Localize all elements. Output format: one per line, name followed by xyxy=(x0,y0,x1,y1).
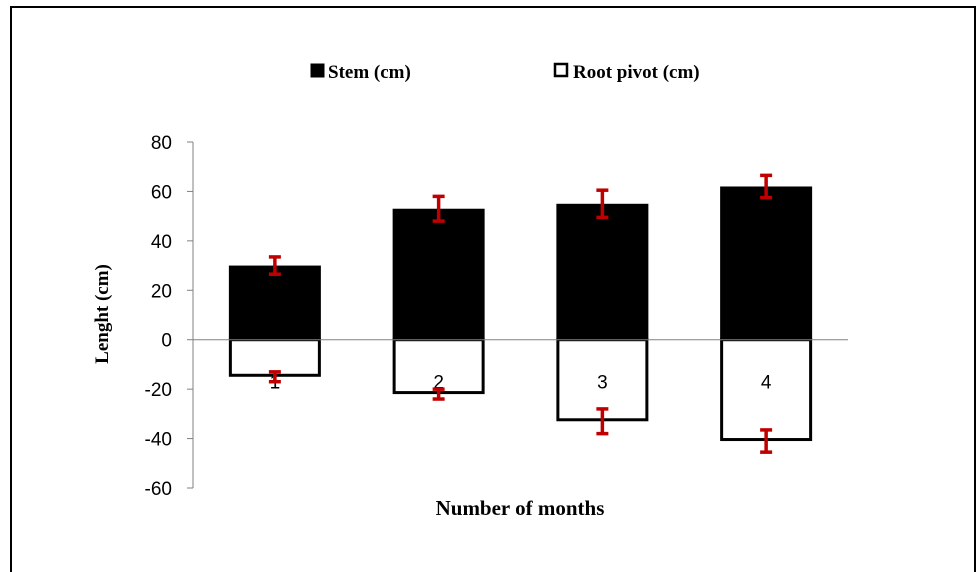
legend: Stem (cm) Root pivot (cm) xyxy=(310,62,700,83)
x-category-label: 2 xyxy=(433,373,444,394)
bar-stem-2 xyxy=(392,208,485,340)
legend-swatch-stem xyxy=(310,63,325,78)
x-category-labels: 1234 xyxy=(270,373,772,394)
legend-label-root: Root pivot (cm) xyxy=(573,62,700,83)
x-category-label: 4 xyxy=(761,373,772,394)
bars xyxy=(228,186,813,442)
bar-root-1 xyxy=(228,338,321,377)
legend-label-stem: Stem (cm) xyxy=(328,62,411,83)
y-tick-label: 80 xyxy=(151,133,172,154)
y-axis-title: Lenght (cm) xyxy=(92,264,113,364)
y-tick-label: 60 xyxy=(151,182,172,203)
y-tick-label: 0 xyxy=(161,331,172,352)
y-axis-ticks: 80 60 40 20 0 -20 -40 -60 xyxy=(145,133,193,500)
legend-swatch-root xyxy=(553,62,569,78)
y-tick-label: 40 xyxy=(151,232,172,253)
x-category-label: 3 xyxy=(597,373,608,394)
y-tick-label: -40 xyxy=(145,430,172,451)
x-axis-title: Number of months xyxy=(436,496,605,520)
bar-stem-1 xyxy=(228,265,321,340)
y-tick-label: 20 xyxy=(151,281,172,302)
y-tick-label: -20 xyxy=(145,380,172,401)
bar-stem-4 xyxy=(720,186,813,340)
bar-stem-3 xyxy=(556,203,649,340)
y-tick-label: -60 xyxy=(145,479,172,500)
error-bars xyxy=(268,173,773,454)
chart-frame xyxy=(10,6,976,572)
